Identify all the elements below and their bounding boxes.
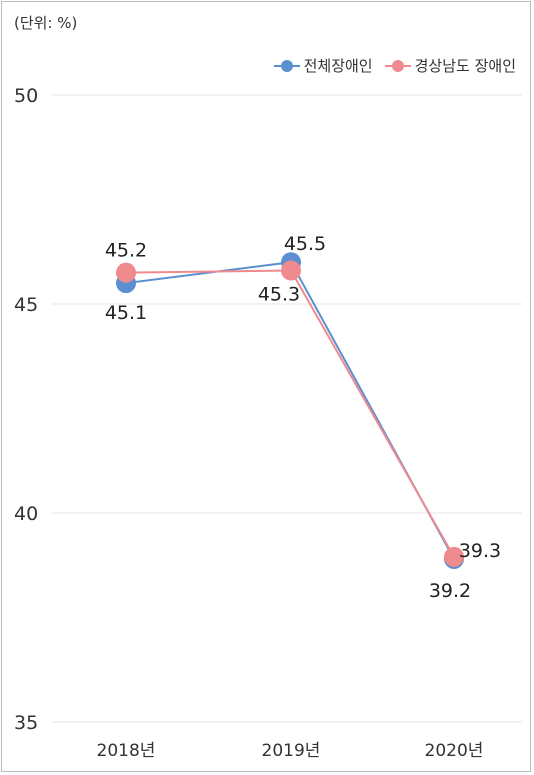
legend: 전체장애인 경상남도 장애인 [262, 55, 516, 76]
data-point-series2 [116, 262, 136, 283]
data-point-series2 [444, 546, 464, 567]
x-tick-label: 2018년 [97, 741, 156, 761]
legend-marker-series2-icon [384, 59, 411, 72]
y-tick-label: 40 [14, 503, 38, 525]
legend-label-series1: 전체장애인 [303, 57, 373, 75]
legend-item-series1: 전체장애인 [273, 55, 373, 76]
series-line-2 [125, 269, 455, 558]
data-point-series2 [281, 260, 301, 281]
series-line-1 [125, 261, 455, 560]
y-tick-label: 50 [14, 85, 38, 107]
legend-item-series2: 경상남도 장애인 [384, 55, 516, 76]
data-label-series2: 45.3 [258, 284, 300, 306]
y-tick-label: 45 [14, 294, 38, 316]
data-label-series2: 45.2 [105, 240, 147, 262]
data-label-series2: 39.3 [459, 540, 501, 562]
data-label-series1: 45.5 [284, 233, 326, 255]
x-tick-label: 2019년 [262, 741, 321, 761]
y-tick-label: 35 [14, 712, 38, 734]
x-tick-label: 2020년 [425, 741, 484, 761]
data-label-series1: 45.1 [105, 302, 147, 324]
legend-label-series2: 경상남도 장애인 [414, 57, 516, 75]
legend-marker-series1-icon [273, 59, 300, 72]
data-label-series1: 39.2 [429, 580, 471, 602]
unit-label: (단위: %) [14, 14, 78, 32]
